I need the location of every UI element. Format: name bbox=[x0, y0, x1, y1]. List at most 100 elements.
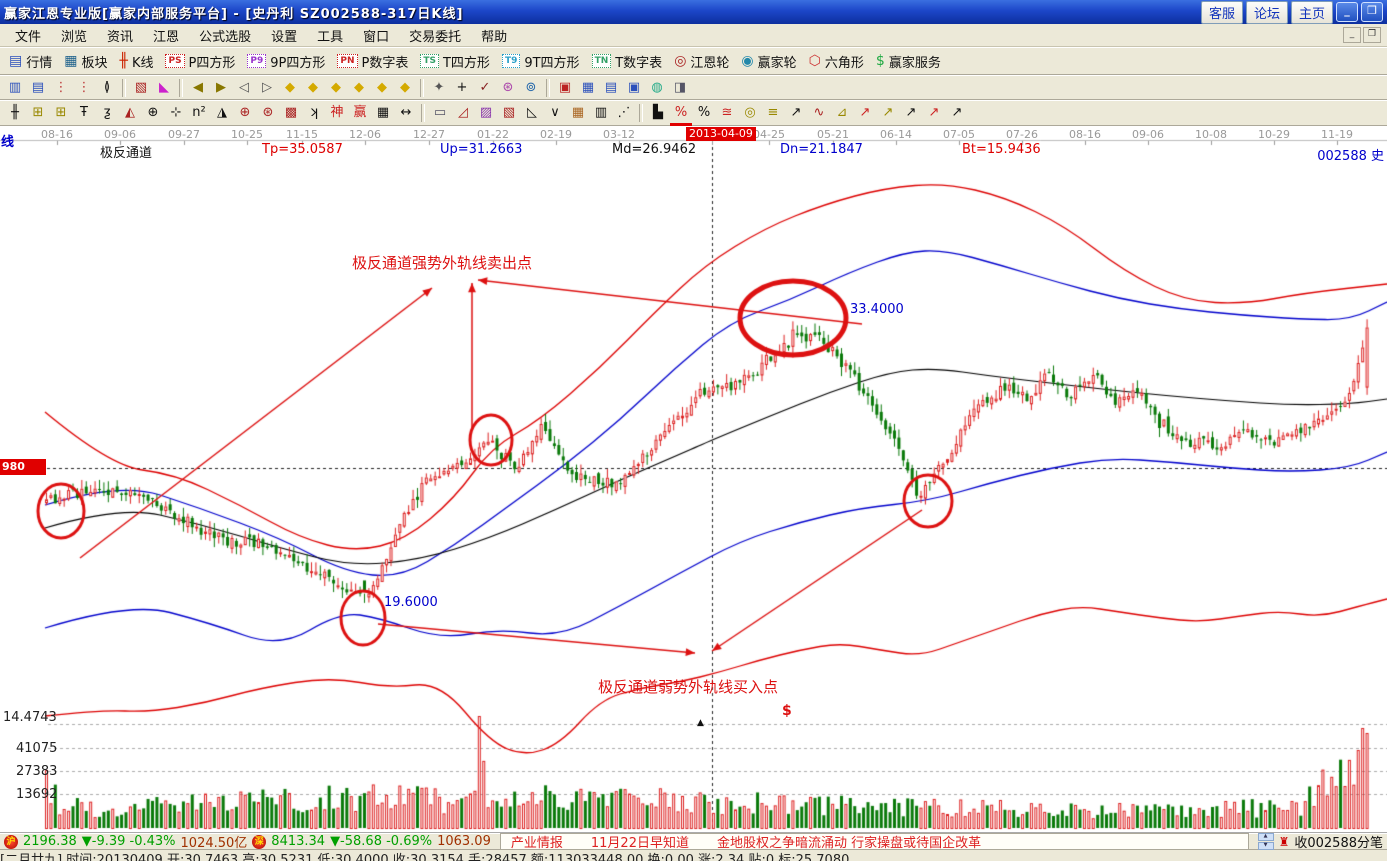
tool-icon-button[interactable]: ↗ bbox=[905, 105, 917, 120]
tool-icon-button[interactable]: ◀ bbox=[193, 79, 203, 95]
tool-icon-button[interactable]: ◆ bbox=[377, 79, 387, 95]
tool-icon-button[interactable]: ▙ bbox=[653, 105, 663, 120]
tool-icon-button[interactable]: ◆ bbox=[308, 79, 318, 95]
toolbar-button-9P四方形[interactable]: P9 9P四方形 bbox=[242, 51, 330, 72]
tool-icon-button[interactable]: % bbox=[697, 105, 711, 120]
tool-icon-button[interactable]: ∨ bbox=[550, 105, 560, 120]
tool-icon-button[interactable]: ⊕ bbox=[239, 105, 251, 120]
spinner-down-icon[interactable]: ▼ bbox=[1257, 842, 1274, 850]
tool-icon-button[interactable]: ↔ bbox=[400, 105, 412, 120]
tool-icon-button[interactable]: ⊛ bbox=[262, 105, 274, 120]
tool-icon-button[interactable]: ≊ bbox=[721, 105, 733, 120]
tool-icon-button[interactable]: ⋮ bbox=[77, 79, 91, 95]
tool-icon-button[interactable]: ▭ bbox=[433, 105, 447, 120]
tool-icon-button[interactable]: ▧ bbox=[134, 79, 148, 95]
tool-icon-button[interactable]: ◮ bbox=[217, 105, 227, 120]
tool-icon-button[interactable]: ◁ bbox=[239, 79, 249, 95]
tool-icon-button[interactable]: + bbox=[456, 79, 468, 95]
tool-icon-button[interactable]: ↗ bbox=[951, 105, 963, 120]
toolbar-button-T四方形[interactable]: TS T四方形 bbox=[415, 51, 495, 72]
news-ticker[interactable]: 产业情报 11月22日早知道 金地股权之争暗流涌动 行家操盘或待国企改革 bbox=[499, 833, 1249, 850]
toolbar-button-K线[interactable]: ╫ K线 bbox=[115, 51, 159, 72]
forum-button[interactable]: 论坛 bbox=[1245, 0, 1288, 24]
tool-icon-button[interactable]: ↗ bbox=[882, 105, 894, 120]
maximize-button[interactable]: ❐ bbox=[1361, 2, 1383, 22]
tool-icon-button[interactable]: ▥ bbox=[594, 105, 608, 120]
tool-icon-button[interactable]: ⊚ bbox=[525, 79, 537, 95]
toolbar-button-9T四方形[interactable]: T9 9T四方形 bbox=[497, 51, 585, 72]
tool-icon-button[interactable]: 神 bbox=[330, 105, 344, 120]
tool-icon-button[interactable]: % bbox=[670, 103, 692, 123]
tool-icon-button[interactable]: ⊹ bbox=[170, 105, 182, 120]
tool-icon-button[interactable]: ▤ bbox=[604, 79, 618, 95]
tool-icon-button[interactable]: ≬ bbox=[103, 79, 111, 95]
tool-icon-button[interactable]: ▦ bbox=[581, 79, 595, 95]
tool-icon-button[interactable]: n² bbox=[192, 105, 206, 120]
ticker-item-1[interactable]: 产业情报 bbox=[510, 836, 563, 850]
tool-icon-button[interactable]: ◿ bbox=[458, 105, 468, 120]
tool-icon-button[interactable]: ⊕ bbox=[147, 105, 159, 120]
tool-icon-button[interactable]: ⋰ bbox=[617, 105, 631, 120]
tool-icon-button[interactable]: ↗ bbox=[859, 105, 871, 120]
menu-item-帮助[interactable]: 帮助 bbox=[481, 29, 508, 45]
toolbar-button-板块[interactable]: ▦ 板块 bbox=[59, 51, 112, 72]
tool-icon-button[interactable]: ⊞ bbox=[55, 105, 67, 120]
menu-item-交易委托[interactable]: 交易委托 bbox=[409, 29, 462, 45]
tool-icon-button[interactable]: ▤ bbox=[31, 79, 45, 95]
toolbar-button-P数字表[interactable]: PN P数字表 bbox=[332, 51, 413, 72]
tool-icon-button[interactable]: ◺ bbox=[527, 105, 537, 120]
toolbar-button-T数字表[interactable]: TN T数字表 bbox=[587, 51, 668, 72]
tool-icon-button[interactable]: ▷ bbox=[262, 79, 272, 95]
tool-icon-button[interactable]: ◆ bbox=[400, 79, 410, 95]
ticker-spinner[interactable]: ▲ ▼ bbox=[1257, 833, 1274, 850]
tool-icon-button[interactable]: ◍ bbox=[651, 79, 663, 95]
spinner-up-icon[interactable]: ▲ bbox=[1257, 833, 1274, 841]
tool-icon-button[interactable]: ▥ bbox=[8, 79, 22, 95]
tool-icon-button[interactable]: ▨ bbox=[479, 105, 493, 120]
menu-item-资讯[interactable]: 资讯 bbox=[107, 29, 134, 45]
tool-icon-button[interactable]: ◭ bbox=[125, 105, 135, 120]
tool-icon-button[interactable]: ▧ bbox=[502, 105, 516, 120]
tool-icon-button[interactable]: ◨ bbox=[673, 79, 687, 95]
tool-icon-button[interactable]: ↗ bbox=[928, 105, 940, 120]
ticker-item-2[interactable]: 11月22日早知道 bbox=[590, 836, 689, 850]
tool-icon-button[interactable]: ⊛ bbox=[502, 79, 514, 95]
tool-icon-button[interactable]: ◆ bbox=[331, 79, 341, 95]
toolbar-button-赢家服务[interactable]: $ 赢家服务 bbox=[871, 51, 946, 72]
menu-item-浏览[interactable]: 浏览 bbox=[61, 29, 88, 45]
child-minimize-button[interactable]: _ bbox=[1343, 27, 1361, 43]
tool-icon-button[interactable]: ⊞ bbox=[32, 105, 44, 120]
menu-item-设置[interactable]: 设置 bbox=[271, 29, 298, 45]
tool-icon-button[interactable]: ≡ bbox=[767, 105, 779, 120]
tool-icon-button[interactable]: ✓ bbox=[479, 79, 491, 95]
child-restore-button[interactable]: ❐ bbox=[1363, 27, 1381, 43]
kline-chart-canvas[interactable] bbox=[0, 126, 1387, 832]
toolbar-button-赢家轮[interactable]: ◉ 赢家轮 bbox=[736, 51, 801, 72]
minimize-button[interactable]: _ bbox=[1336, 2, 1358, 22]
tool-icon-button[interactable]: ▦ bbox=[571, 105, 585, 120]
toolbar-button-行情[interactable]: ▤ 行情 bbox=[4, 51, 57, 72]
tool-icon-button[interactable]: ✦ bbox=[433, 79, 445, 95]
tool-icon-button[interactable]: ∿ bbox=[813, 105, 825, 120]
tool-icon-button[interactable]: ▦ bbox=[376, 105, 390, 120]
menu-item-江恩[interactable]: 江恩 bbox=[153, 29, 180, 45]
home-button[interactable]: 主页 bbox=[1290, 0, 1333, 24]
tool-icon-button[interactable]: ⋮ bbox=[54, 79, 68, 95]
tool-icon-button[interactable]: ƺ bbox=[103, 105, 111, 120]
tool-icon-button[interactable]: Ŧ bbox=[80, 105, 88, 120]
tool-icon-button[interactable]: ◆ bbox=[354, 79, 364, 95]
tool-icon-button[interactable]: ▶ bbox=[216, 79, 226, 95]
menu-item-工具[interactable]: 工具 bbox=[317, 29, 344, 45]
tool-icon-button[interactable]: ╫ bbox=[11, 105, 19, 120]
tool-icon-button[interactable]: ▣ bbox=[627, 79, 641, 95]
tick-view-label[interactable]: 收002588分笔 bbox=[1294, 836, 1383, 851]
tool-icon-button[interactable]: ⊿ bbox=[836, 105, 848, 120]
tool-icon-button[interactable]: ▩ bbox=[284, 105, 298, 120]
service-button[interactable]: 客服 bbox=[1200, 0, 1243, 24]
menu-item-公式选股[interactable]: 公式选股 bbox=[199, 29, 252, 45]
ticker-item-3[interactable]: 金地股权之争暗流涌动 行家操盘或待国企改革 bbox=[716, 836, 982, 850]
toolbar-button-六角形[interactable]: ⬡ 六角形 bbox=[804, 51, 869, 72]
toolbar-button-江恩轮[interactable]: ◎ 江恩轮 bbox=[669, 51, 734, 72]
toolbar-button-P四方形[interactable]: PS P四方形 bbox=[160, 51, 240, 72]
menu-item-窗口[interactable]: 窗口 bbox=[363, 29, 390, 45]
